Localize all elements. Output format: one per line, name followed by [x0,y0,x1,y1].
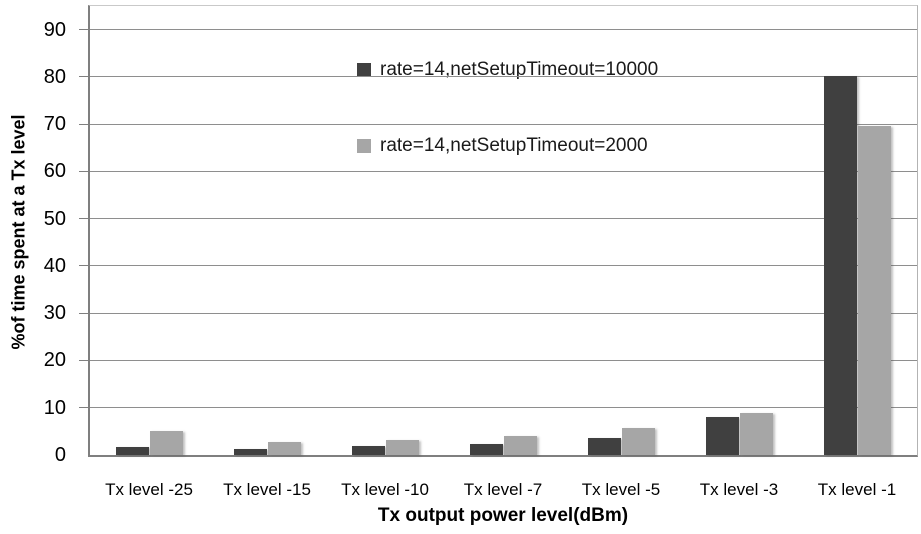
legend-label: rate=14,netSetupTimeout=10000 [380,59,659,80]
legend-swatch-icon [357,63,371,77]
bar [386,439,419,455]
gridline [90,359,917,361]
bar [352,445,385,455]
y-tick-label: 40 [43,254,66,277]
bar [268,441,301,455]
bar [234,449,267,455]
x-axis-category-labels: Tx level -25 Tx level -15 Tx level -10 Tx l… [90,478,916,504]
gridline [90,218,917,220]
bar [588,437,621,455]
gridline [90,170,917,172]
bar [116,446,149,455]
gridline [90,76,917,78]
x-category-label: Tx level -25 [105,480,193,499]
y-axis-tick-mark [79,170,90,172]
y-axis-tick-mark [79,218,90,220]
x-category-label: Tx level -5 [581,480,661,499]
y-tick-label: 0 [54,444,66,466]
y-axis-tick-mark [79,407,90,409]
bar [150,431,183,455]
bar [824,75,857,455]
y-tick-label: 60 [43,160,66,183]
gridline [90,265,917,267]
x-axis-title: Tx output power level(dBm) [377,505,629,526]
y-tick-label: 90 [43,18,66,41]
y-axis-tick-mark [79,29,90,31]
gridline [90,407,917,409]
bar [622,427,655,455]
y-tick-label: 10 [43,396,66,419]
y-tick-label: 30 [43,302,66,325]
x-category-label: Tx level -10 [341,480,429,499]
y-tick-label: 70 [43,113,66,136]
legend-swatch-icon [357,139,371,153]
bar [858,125,891,455]
legend-item: rate=14,netSetupTimeout=10000 [357,59,658,81]
bar [740,412,773,455]
bar [706,417,739,455]
plot-area: rate=14,netSetupTimeout=10000 rate=14,net… [79,5,918,457]
y-tick-label: 20 [43,349,66,372]
x-category-label: Tx level -7 [463,480,543,499]
legend-label: rate=14,netSetupTimeout=2000 [380,135,648,156]
y-axis-tick-labels: 0 10 20 30 40 50 60 70 80 90 [0,0,66,534]
y-axis-tick-mark [79,359,90,361]
y-axis-tick-mark [79,265,90,267]
y-axis-tick-mark [79,123,90,125]
y-tick-label: 50 [43,207,66,230]
gridline [90,123,917,125]
bar [470,443,503,455]
x-category-label: Tx level -15 [223,480,311,499]
legend-item: rate=14,netSetupTimeout=2000 [357,135,648,157]
y-axis-tick-mark [79,76,90,78]
y-axis-tick-mark [79,312,90,314]
y-tick-label: 80 [43,65,66,88]
bar [504,435,537,455]
gridline [90,29,917,31]
x-category-label: Tx level -1 [817,480,897,499]
gridline [90,312,917,314]
x-category-label: Tx level -3 [699,480,779,499]
